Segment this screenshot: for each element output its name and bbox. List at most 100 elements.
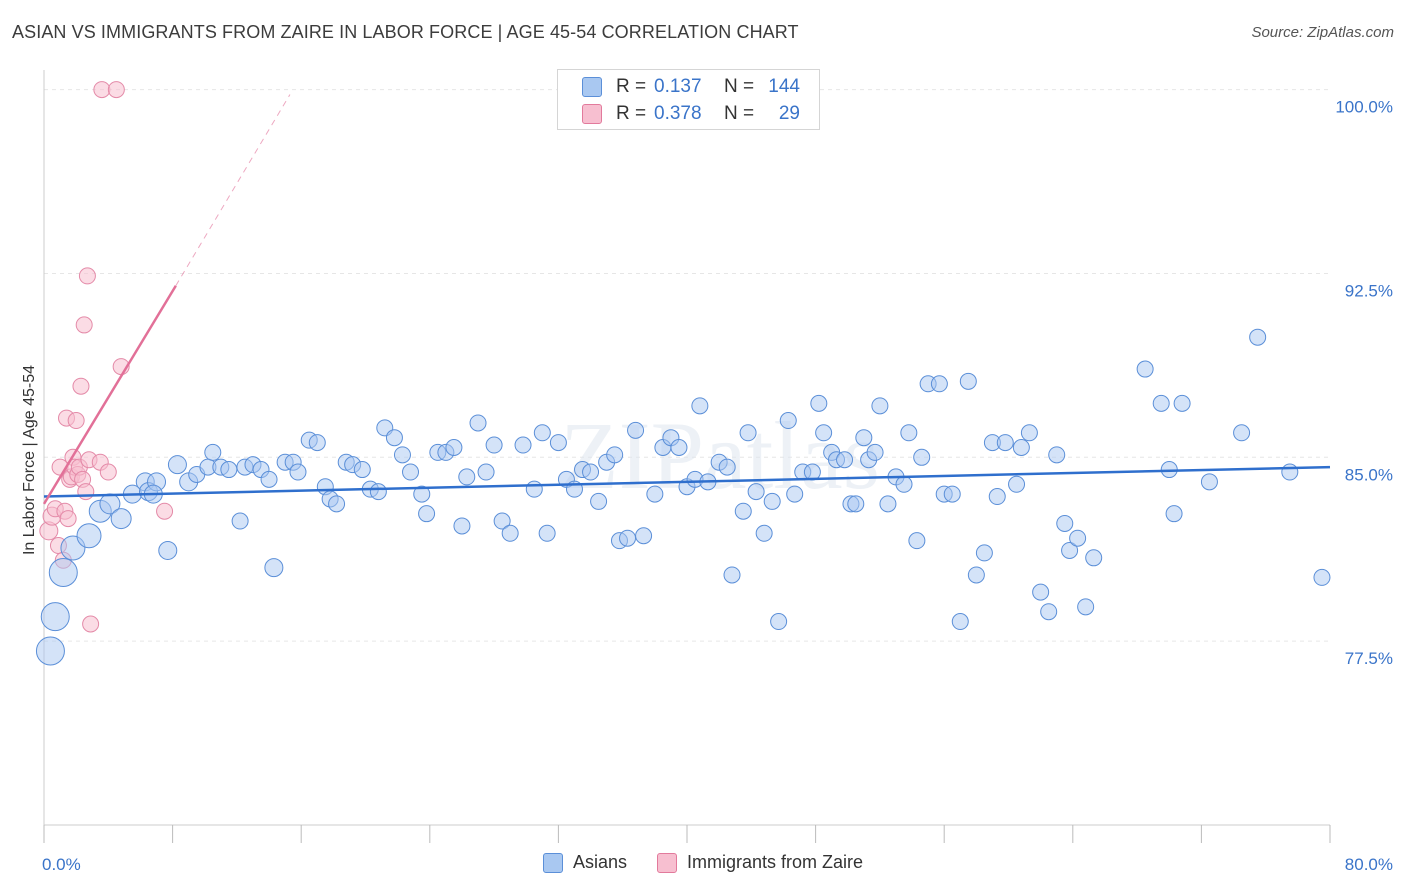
y-tick-labels: 77.5% 85.0% 92.5% 100.0% <box>1335 98 1393 669</box>
asian-point <box>453 517 471 535</box>
asian-point <box>1040 603 1058 621</box>
asian-point <box>770 613 788 631</box>
y-tick-label: 85.0% <box>1345 465 1393 484</box>
zaire-point <box>93 81 111 99</box>
asian-point <box>1020 424 1038 442</box>
asian-point <box>1249 328 1267 346</box>
asian-point <box>836 451 854 469</box>
asian-point <box>260 470 278 488</box>
axes <box>43 70 1331 843</box>
chart-title: ASIAN VS IMMIGRANTS FROM ZAIRE IN LABOR … <box>12 22 799 42</box>
legend-swatch-zaire <box>657 852 678 873</box>
x-tick-label: 80.0% <box>1345 855 1393 874</box>
asian-point <box>35 636 65 666</box>
asian-point <box>458 468 476 486</box>
asian-point <box>635 527 653 545</box>
asian-point <box>1152 394 1170 412</box>
legend-r-value: 0.378 <box>654 103 702 124</box>
legend-swatch-asians <box>543 852 563 873</box>
zaire-point <box>156 502 174 520</box>
asian-point <box>40 602 70 632</box>
asian-point <box>369 483 387 501</box>
asian-point <box>418 505 436 523</box>
asian-point <box>590 492 608 510</box>
asian-point <box>951 613 969 631</box>
trend-lines <box>42 94 1331 505</box>
asian-point <box>996 434 1014 452</box>
asian-point <box>1048 446 1066 464</box>
asian-point <box>1313 568 1331 586</box>
asian-points <box>35 328 1331 666</box>
asian-point <box>908 532 926 550</box>
asian-point <box>514 436 532 454</box>
zaire-point <box>107 81 125 99</box>
asian-point <box>988 488 1006 506</box>
asian-point <box>1200 473 1218 491</box>
y-tick-label: 92.5% <box>1345 281 1393 300</box>
zaire-point <box>99 463 117 481</box>
asian-point <box>1008 475 1026 493</box>
zaire-trend-extension <box>175 94 291 286</box>
zaire-point <box>75 316 93 334</box>
legend-item-zaire[interactable]: Immigrants from Zaire <box>657 852 863 873</box>
legend-r-label: R = <box>616 103 647 124</box>
asian-point <box>308 434 326 452</box>
zaire-point <box>59 510 77 528</box>
zaire-points <box>39 81 174 633</box>
asian-point <box>779 412 797 430</box>
asian-point <box>477 463 495 481</box>
asian-point <box>525 480 543 498</box>
legend-r-value: 0.137 <box>654 76 702 97</box>
asian-point <box>1032 583 1050 601</box>
asian-point <box>691 397 709 415</box>
grid-lines <box>44 89 1330 642</box>
asian-point <box>1165 505 1183 523</box>
asian-point <box>48 558 78 588</box>
asian-point <box>485 436 503 454</box>
legend-swatch-zaire <box>582 104 602 124</box>
legend-n-value: 144 <box>768 76 800 97</box>
y-axis-label: In Labor Force | Age 45-54 <box>21 364 38 556</box>
legend-item-asians[interactable]: Asians <box>543 852 627 873</box>
zaire-point <box>77 483 95 501</box>
legend-n-value: 29 <box>778 103 800 124</box>
asian-point <box>582 463 600 481</box>
asian-point <box>646 485 664 503</box>
asian-point <box>786 485 804 503</box>
zaire-trend-line <box>42 285 177 505</box>
asian-point <box>1012 439 1030 456</box>
asian-point <box>763 492 781 510</box>
asian-point <box>1233 424 1251 442</box>
source-label: Source: ZipAtlas.com <box>1251 24 1394 41</box>
zaire-point <box>82 615 100 633</box>
legend-label-zaire: Immigrants from Zaire <box>687 852 864 872</box>
asian-point <box>866 443 884 461</box>
asian-point <box>110 508 132 530</box>
asian-point <box>493 512 511 530</box>
asian-point <box>810 394 828 412</box>
asian-point <box>353 461 371 479</box>
asian-point <box>328 495 346 513</box>
asian-point <box>501 524 519 542</box>
asian-point <box>913 448 931 466</box>
zaire-point <box>78 267 96 285</box>
asian-point <box>393 446 411 464</box>
asian-point <box>975 544 993 562</box>
asian-point <box>1061 541 1079 559</box>
stats-legend: R = 0.137 N = 144 R = 0.378 N = 29 <box>557 69 820 130</box>
asian-point <box>1136 360 1154 378</box>
legend-n-label: N = <box>724 76 755 97</box>
asian-point <box>413 485 431 503</box>
legend-row-zaire: R = 0.378 N = 29 <box>582 103 800 125</box>
asian-point <box>167 455 187 475</box>
asian-point <box>606 446 624 464</box>
asian-point <box>264 558 284 578</box>
asian-point <box>220 461 238 479</box>
series-legend: Asians Immigrants from Zaire <box>543 852 893 873</box>
asian-point <box>895 475 913 493</box>
asian-point <box>204 443 222 461</box>
asian-point <box>445 439 463 456</box>
asian-point <box>930 375 948 393</box>
asian-point <box>871 397 889 415</box>
